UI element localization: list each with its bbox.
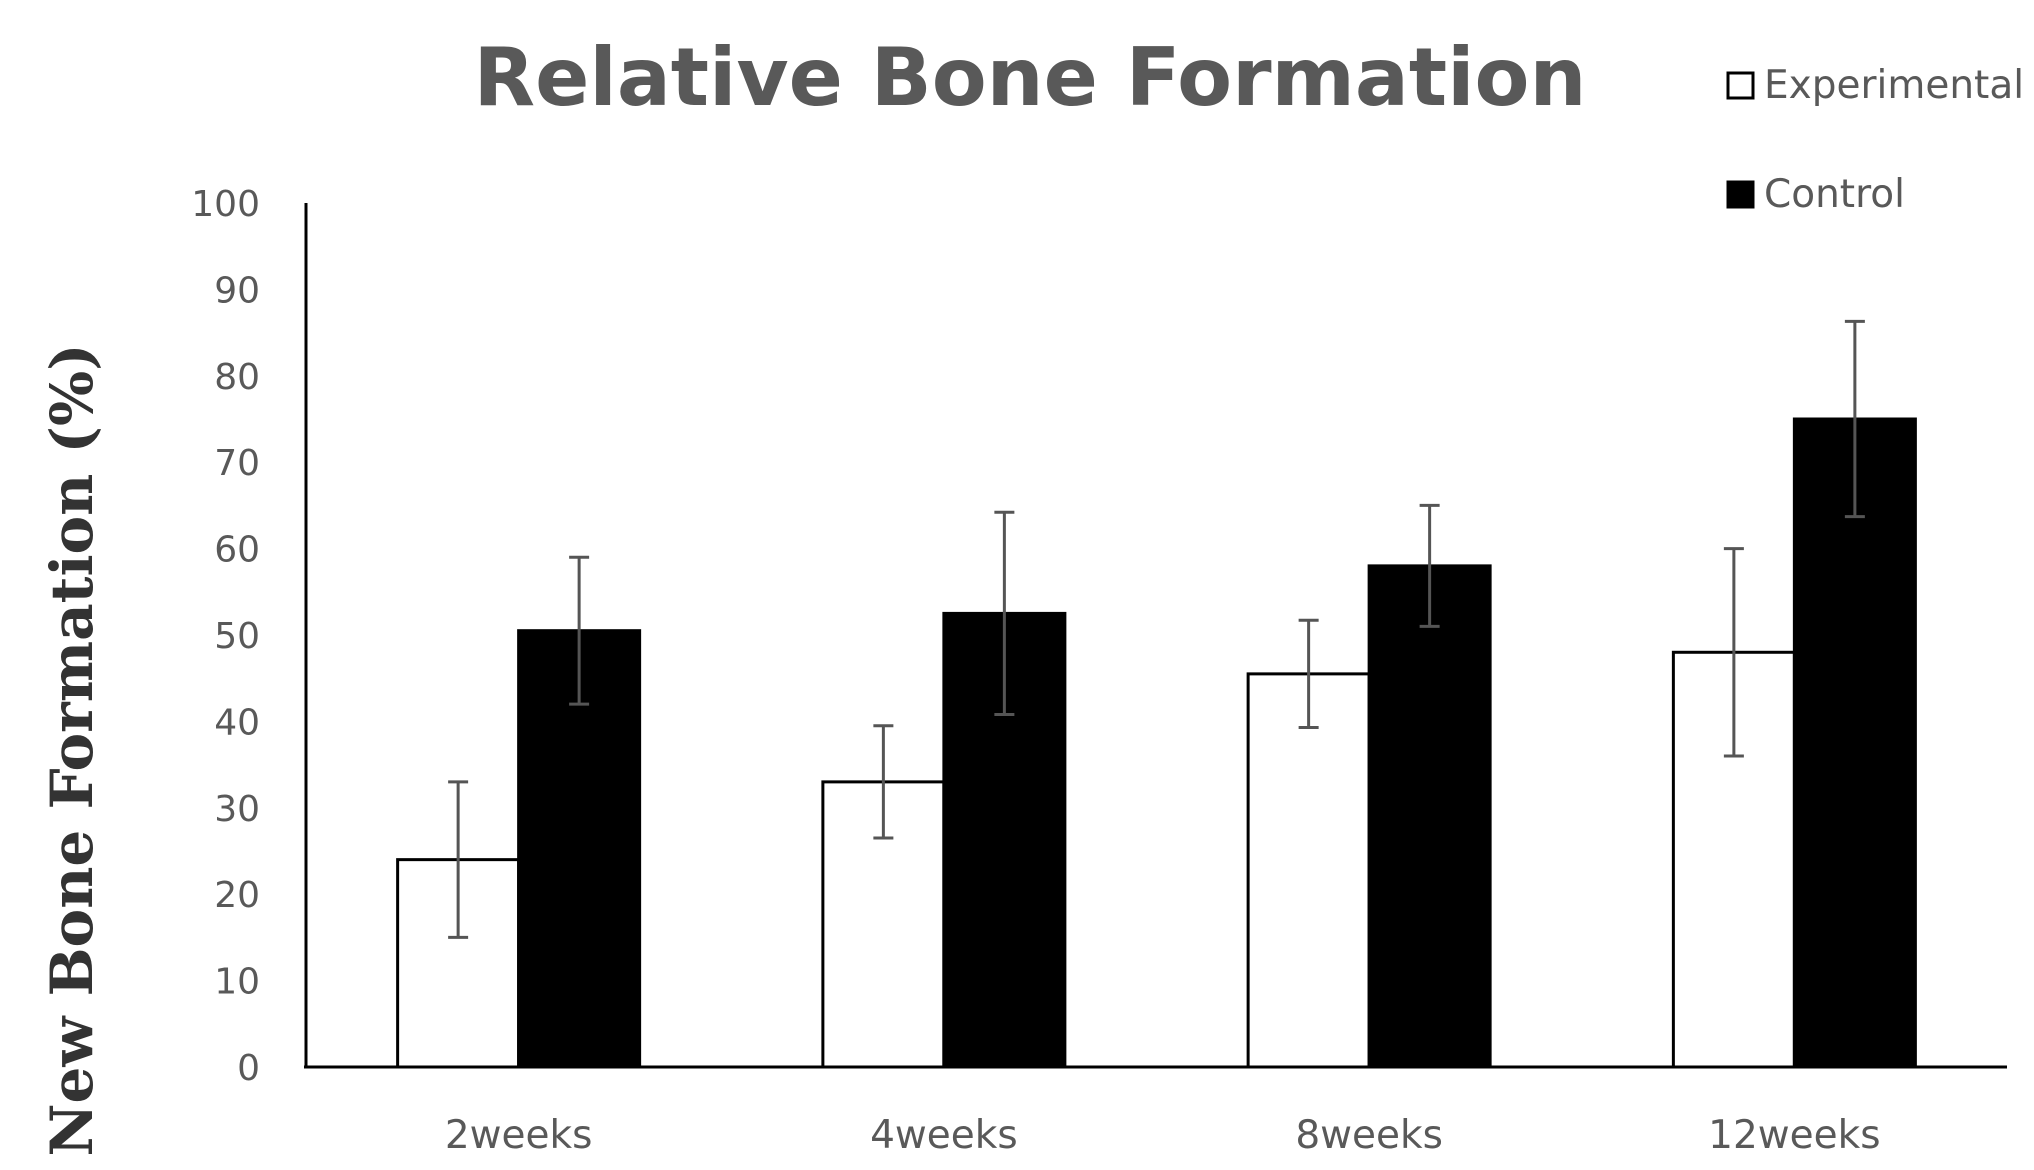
error-bars [448,319,1865,939]
bar-control [1367,564,1492,1069]
y-axis-label: New Bone Formation (%) [38,343,106,1156]
x-axis-labels: 2weeks 4weeks 8weeks 12weeks [445,1113,1881,1158]
y-tick-label: 90 [214,270,260,311]
y-tick-label: 40 [214,702,260,743]
bar-experimental [1246,672,1371,1069]
legend-swatch-control [1726,180,1755,209]
legend-label-experimental: Experimental [1764,63,2024,108]
y-tick-label: 50 [214,616,260,657]
bar-control [1792,417,1917,1069]
legend-label-control: Control [1764,172,1905,217]
y-tick-label: 70 [214,443,260,484]
y-axis-ticks: 0 10 20 30 40 50 60 70 80 90 100 [191,184,260,1089]
bars [396,417,1917,1069]
legend: Experimental Control [1726,63,2024,217]
x-tick-label: 2weeks [445,1113,593,1158]
y-tick-label: 60 [214,530,260,571]
x-tick-label: 12weeks [1708,1113,1880,1158]
chart-title: Relative Bone Formation [474,31,1587,124]
y-tick-label: 10 [214,962,260,1003]
y-tick-label: 20 [214,875,260,916]
y-tick-label: 100 [191,184,260,225]
y-tick-label: 0 [237,1048,260,1089]
x-tick-label: 4weeks [870,1113,1018,1158]
x-tick-label: 8weeks [1295,1113,1443,1158]
y-tick-label: 80 [214,357,260,398]
legend-swatch-experimental [1726,71,1755,100]
y-tick-label: 30 [214,789,260,830]
